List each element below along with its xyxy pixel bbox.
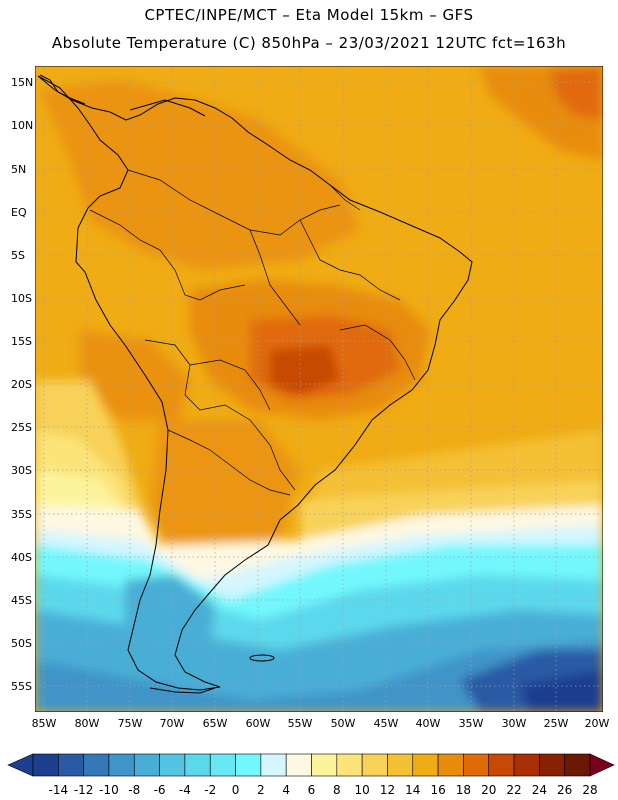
colorbar-label: -6 (153, 783, 166, 797)
lat-label: 45S (11, 594, 32, 607)
field-patagonia (125, 575, 215, 690)
colorbar-label: 26 (557, 783, 573, 797)
field-west-warm (80, 330, 190, 420)
colorbar-cell (387, 753, 414, 777)
field-ne-hot (550, 66, 603, 120)
lon-label: 20W (584, 717, 610, 730)
colorbar-cell (285, 753, 312, 777)
colorbar-cell (184, 753, 211, 777)
coastlines (37, 74, 473, 694)
lat-label: 15N (11, 76, 34, 89)
colorbar-cell (58, 753, 84, 777)
colorbar-cell (133, 753, 160, 777)
lon-label: 35W (458, 717, 484, 730)
colorbar-label: 16 (430, 783, 446, 797)
caribbean-coast (129, 99, 206, 117)
colorbar-label: 8 (332, 783, 341, 797)
lon-label: 75W (117, 717, 143, 730)
field-navy (520, 670, 603, 712)
field-blue-deep (35, 640, 603, 712)
country-borders (89, 169, 416, 496)
lat-label: 30S (11, 464, 32, 477)
colorbar-cell (513, 753, 540, 777)
colorbar-cell (336, 753, 363, 777)
lat-label: 20S (11, 378, 32, 391)
lat-label: 40S (11, 551, 32, 564)
field-core-hottest (270, 345, 340, 395)
colorbar-under-arrow (7, 753, 34, 777)
colorbar-label: 2 (257, 783, 265, 797)
title-line-1: CPTEC/INPE/MCT – Eta Model 15km – GFS (144, 6, 474, 24)
field-south-land (150, 420, 300, 560)
lat-label: 50S (11, 637, 32, 650)
lat-label: 5N (11, 163, 27, 176)
lat-label: 25S (11, 421, 32, 434)
lon-label: 80W (74, 717, 100, 730)
field-north-land (40, 80, 360, 270)
lat-label: 10S (11, 292, 32, 305)
colorbar-cell (488, 753, 515, 777)
tierra-del-fuego (149, 687, 216, 694)
colorbar-cell (437, 753, 464, 777)
falkland-islands (249, 654, 275, 662)
south-america-coast (37, 75, 473, 691)
lon-label: 45W (373, 717, 399, 730)
colorbar-label: 6 (307, 783, 316, 797)
lon-label: 50W (330, 717, 356, 730)
colorbar-label: -8 (128, 783, 141, 797)
graticule (35, 66, 603, 712)
lat-label: 35S (11, 508, 32, 521)
lat-label: 5S (11, 249, 25, 262)
lon-label: 60W (245, 717, 271, 730)
lon-label: 85W (31, 717, 57, 730)
lon-label: 55W (287, 717, 313, 730)
colorbar-cell (83, 753, 110, 777)
colorbar-label: 12 (379, 783, 396, 797)
colorbar-label: -2 (204, 783, 217, 797)
lon-label: 30W (501, 717, 527, 730)
colorbar-cell (159, 753, 186, 777)
colorbar (7, 753, 615, 777)
colorbar-label: 28 (582, 783, 598, 797)
temperature-map (35, 66, 603, 712)
colorbar-label: 18 (455, 783, 472, 797)
colorbar-cell (539, 753, 565, 777)
colorbar-cell (108, 753, 135, 777)
lon-label: 40W (415, 717, 441, 730)
colorbar-label: -10 (99, 783, 119, 797)
colorbar-cell (260, 753, 287, 777)
lat-label: 15S (11, 335, 32, 348)
colorbar-over-arrow (589, 753, 615, 777)
lon-label: 25W (543, 717, 569, 730)
lon-label: 65W (202, 717, 228, 730)
colorbar-label: 4 (282, 783, 290, 797)
colorbar-label: 0 (231, 783, 240, 797)
colorbar-label: -14 (48, 783, 69, 797)
colorbar-label: 10 (354, 783, 370, 797)
colorbar-cell (209, 753, 236, 777)
colorbar-label: 22 (506, 783, 522, 797)
colorbar-cell (32, 753, 59, 777)
lat-label: EQ (11, 206, 27, 219)
central-america-coast (39, 74, 86, 105)
lat-label: 10N (11, 119, 34, 132)
colorbar-label: 14 (405, 783, 421, 797)
title-line-2: Absolute Temperature (C) 850hPa – 23/03/… (51, 34, 567, 52)
colorbar-cell (564, 753, 591, 777)
colorbar-label: -4 (178, 783, 191, 797)
colorbar-cell (311, 753, 338, 777)
colorbar-label: 20 (481, 783, 497, 797)
colorbar-cell (361, 753, 388, 777)
colorbar-cell (463, 753, 490, 777)
colorbar-cell (412, 753, 439, 777)
colorbar-label: 24 (531, 783, 547, 797)
colorbar-cell (235, 753, 262, 777)
lat-label: 55S (11, 680, 32, 693)
colorbar-label: -12 (73, 783, 94, 797)
lon-label: 70W (159, 717, 185, 730)
